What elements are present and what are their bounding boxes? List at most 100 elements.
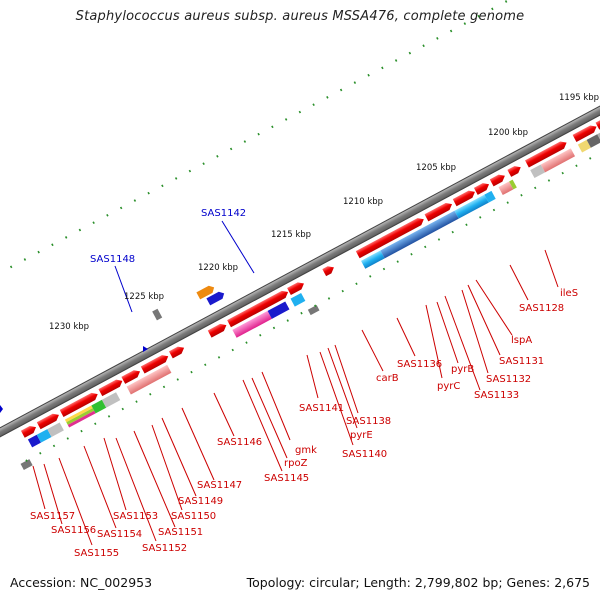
gene-label: SAS1145 [264,473,309,484]
gene-label: carB [376,373,399,384]
scale-label: 1230 kbp [49,322,89,332]
genome-backbone [0,97,600,456]
gene-arrow-reverse [196,285,215,300]
gene-arrow [168,346,185,359]
gene-label: SAS1132 [486,374,531,385]
gene-label: SAS1155 [74,548,119,559]
gene-arrow [207,323,227,338]
gene-label: SAS1152 [142,543,187,554]
gene-label: SAS1128 [519,303,564,314]
scale-label: 1220 kbp [198,263,238,273]
gene-label: SAS1147 [197,480,242,491]
gene-arrow [59,392,98,417]
gene-label: rpoZ [284,458,308,469]
category-bar [586,134,600,148]
gene-label: SAS1150 [171,511,216,522]
category-bar [27,434,41,448]
gene-label: SAS1136 [397,359,442,370]
marker-triangle [0,405,3,413]
gene-label: gmk [295,445,317,456]
top-gene-labels: SAS1142 SAS1148 [90,208,246,265]
gene-label: SAS1151 [158,527,203,538]
scale-label: 1205 kbp [416,163,456,173]
gene-arrow [287,282,304,296]
gene-arrow [572,125,597,142]
scale-dotted-arc [0,0,542,306]
backbone-edge-bottom [0,104,600,456]
category-bar [509,179,517,190]
gene-label: SAS1140 [342,449,387,460]
gene-arrow [355,218,424,259]
gene-label: SAS1138 [346,416,391,427]
gene-label: SAS1142 [201,208,246,219]
gene-label: SAS1146 [217,437,262,448]
gene-label: pyrC [437,381,460,392]
label-leaders [32,249,559,546]
category-bar [530,164,546,179]
gene-marker [152,308,163,321]
backbone-edge-top [0,97,600,449]
category-bar [126,364,172,395]
scale-label: 1210 kbp [343,197,383,207]
scale-label: 1200 kbp [488,128,528,138]
category-bar [67,410,96,428]
category-bar [540,148,576,173]
category-bar [454,194,489,219]
category-bar [66,408,95,425]
gene-arrow [36,413,59,430]
gene-labels: ileS SAS1128 lspA SAS1131 SAS1132 SAS113… [30,288,578,559]
category-bar [380,210,459,259]
gene-label: pyrB [451,364,474,375]
gene-arrow [525,141,567,168]
scale-label: 1195 kbp [559,93,599,103]
gene-label: SAS1153 [113,511,158,522]
gene-label: SAS1156 [51,525,96,536]
gene-label: ileS [560,288,578,299]
category-bar [64,405,93,423]
category-bar [267,301,290,319]
category-bar [498,181,514,196]
category-bar [484,190,496,203]
gene-arrow [595,118,600,130]
gene-label: SAS1148 [90,254,135,265]
gene-marker [20,459,33,471]
category-bar [232,310,272,338]
category-bar [91,399,107,414]
scale-label: 1215 kbp [271,230,311,240]
category-bar [361,250,385,269]
top-label-leaders [114,220,255,313]
gene-arrow [489,174,505,187]
scale-labels: 1195 kbp 1200 kbp 1205 kbp 1210 kbp 1215… [49,93,599,332]
gene-arrow [20,425,37,438]
gene-label: SAS1131 [499,356,544,367]
gene-arrow [473,183,490,195]
gene-arrow [140,355,169,374]
category-bar [36,429,52,443]
gene-label: SAS1157 [30,511,75,522]
gene-arrow [322,266,334,277]
gene-label: SAS1133 [474,390,519,401]
gene-arrow [227,290,289,328]
gene-arrow [424,202,453,222]
marker-triangle [143,346,148,352]
accession-text: Accession: NC_002953 [10,575,153,590]
genome-title: Staphylococcus aureus subsp. aureus MSSA… [75,9,525,24]
category-bar [47,422,64,438]
category-bar [101,392,121,408]
scale-label: 1225 kbp [124,292,164,302]
gene-label: lspA [511,335,532,346]
category-bar [290,292,306,307]
category-bar [577,139,591,153]
gene-arrow [121,370,141,384]
gene-marker [307,305,320,316]
topology-text: Topology: circular; Length: 2,799,802 bp… [246,575,590,590]
gene-arrow [507,166,521,177]
gene-arrow-reverse [206,291,225,306]
gene-arrow [452,190,475,207]
category-bars [27,127,600,448]
gene-label: SAS1149 [178,496,223,507]
forward-genes [20,118,600,438]
gene-label: SAS1154 [97,529,142,540]
